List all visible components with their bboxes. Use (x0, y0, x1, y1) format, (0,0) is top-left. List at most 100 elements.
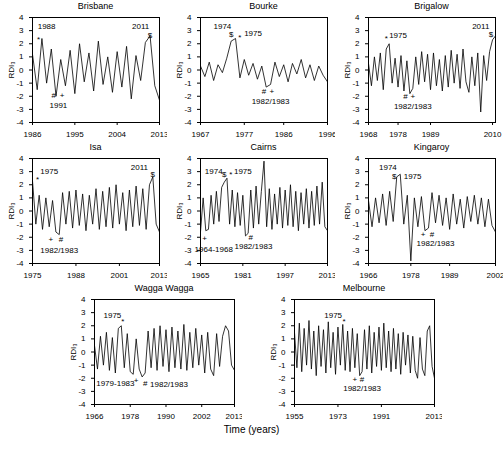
svg-text:1978: 1978 (121, 412, 139, 420)
svg-text:2011: 2011 (472, 22, 490, 31)
svg-text:$: $ (151, 170, 156, 179)
svg-text:1: 1 (281, 334, 286, 343)
svg-text:-4: -4 (352, 259, 360, 268)
svg-text:3: 3 (187, 167, 192, 176)
svg-text:+: + (410, 92, 415, 101)
svg-text:3: 3 (187, 26, 192, 35)
svg-text:+: + (202, 234, 207, 243)
svg-text:1974: 1974 (205, 167, 223, 176)
svg-text:2013: 2013 (319, 271, 335, 279)
svg-text:-1: -1 (278, 361, 286, 370)
svg-text:3: 3 (19, 26, 24, 35)
svg-text:2013: 2013 (151, 130, 167, 138)
svg-text:1978: 1978 (389, 130, 407, 138)
svg-text:2: 2 (355, 180, 360, 189)
svg-text:RDI₃: RDI₃ (7, 202, 16, 219)
svg-text:0: 0 (81, 348, 86, 357)
svg-text:-2: -2 (16, 92, 24, 101)
svg-text:1975: 1975 (103, 311, 121, 320)
svg-text:1975: 1975 (404, 172, 422, 181)
svg-text:0: 0 (19, 207, 24, 216)
svg-text:1966: 1966 (86, 412, 104, 420)
svg-text:-3: -3 (352, 246, 360, 255)
svg-text:$: $ (392, 172, 397, 181)
svg-text:1991: 1991 (372, 412, 390, 420)
svg-text:-3: -3 (184, 246, 192, 255)
svg-text:3: 3 (355, 26, 360, 35)
svg-text:0: 0 (355, 207, 360, 216)
svg-text:1982/1983: 1982/1983 (417, 239, 455, 248)
svg-text:-4: -4 (278, 400, 286, 409)
svg-text:-2: -2 (352, 92, 360, 101)
svg-text:-4: -4 (16, 259, 24, 268)
svg-text:1: 1 (187, 52, 192, 61)
svg-text:1975: 1975 (389, 31, 407, 40)
svg-text:1988: 1988 (38, 22, 56, 31)
svg-text:-2: -2 (278, 374, 286, 383)
svg-text:*: * (37, 35, 40, 44)
svg-text:-2: -2 (184, 92, 192, 101)
svg-text:RDI₃: RDI₃ (175, 202, 184, 219)
svg-text:4: 4 (355, 154, 360, 163)
svg-text:2002: 2002 (487, 271, 503, 279)
svg-text:-1: -1 (16, 79, 24, 88)
svg-text:1990: 1990 (157, 412, 175, 420)
svg-text:-1: -1 (184, 220, 192, 229)
svg-text:1967: 1967 (192, 130, 210, 138)
svg-text:-1: -1 (352, 79, 360, 88)
svg-text:1973: 1973 (329, 412, 347, 420)
svg-text:-2: -2 (184, 233, 192, 242)
svg-text:1: 1 (19, 52, 24, 61)
svg-text:-1: -1 (352, 220, 360, 229)
svg-text:-4: -4 (78, 400, 86, 409)
svg-text:#: # (403, 92, 408, 101)
svg-text:+: + (134, 376, 139, 385)
svg-text:0: 0 (187, 66, 192, 75)
svg-text:+: + (421, 230, 426, 239)
svg-text:1975: 1975 (24, 271, 42, 279)
svg-text:-4: -4 (16, 118, 24, 127)
svg-text:1975: 1975 (40, 167, 58, 176)
svg-text:2011: 2011 (131, 163, 149, 172)
svg-text:#: # (59, 235, 64, 244)
svg-text:#: # (430, 230, 435, 239)
svg-text:#: # (249, 233, 254, 242)
svg-text:+: + (270, 87, 275, 96)
svg-text:1989: 1989 (441, 271, 459, 279)
svg-text:2010: 2010 (484, 130, 502, 138)
svg-text:1982/1983: 1982/1983 (394, 102, 432, 111)
svg-text:RDI₃: RDI₃ (269, 343, 278, 360)
svg-text:1986: 1986 (275, 130, 293, 138)
svg-text:2: 2 (81, 321, 86, 330)
svg-text:-3: -3 (352, 105, 360, 114)
svg-text:1975: 1975 (244, 29, 262, 38)
svg-text:#: # (360, 375, 365, 384)
svg-text:1975: 1975 (324, 311, 342, 320)
svg-text:2: 2 (187, 180, 192, 189)
svg-text:1978: 1978 (402, 271, 420, 279)
svg-text:+: + (353, 375, 358, 384)
svg-text:*: * (121, 317, 124, 326)
svg-text:RDI₃: RDI₃ (343, 61, 352, 78)
svg-text:-2: -2 (352, 233, 360, 242)
svg-text:2013: 2013 (426, 412, 442, 420)
svg-text:1974: 1974 (379, 163, 397, 172)
svg-text:2004: 2004 (108, 130, 126, 138)
svg-text:1964-1968: 1964-1968 (195, 245, 234, 254)
svg-text:-3: -3 (278, 387, 286, 396)
svg-text:4: 4 (81, 295, 86, 304)
svg-text:1997: 1997 (276, 271, 294, 279)
svg-text:1: 1 (355, 193, 360, 202)
svg-text:*: * (229, 170, 232, 179)
svg-text:4: 4 (19, 13, 24, 22)
svg-text:$: $ (489, 30, 494, 39)
svg-text:-1: -1 (16, 220, 24, 229)
svg-text:1977: 1977 (235, 130, 253, 138)
svg-text:#: # (143, 379, 148, 388)
svg-text:2013: 2013 (226, 412, 242, 420)
svg-text:$: $ (148, 31, 153, 40)
svg-text:1982/1983: 1982/1983 (252, 97, 290, 106)
svg-text:4: 4 (281, 295, 286, 304)
svg-text:2013: 2013 (151, 271, 167, 279)
svg-text:RDI₃: RDI₃ (7, 61, 16, 78)
